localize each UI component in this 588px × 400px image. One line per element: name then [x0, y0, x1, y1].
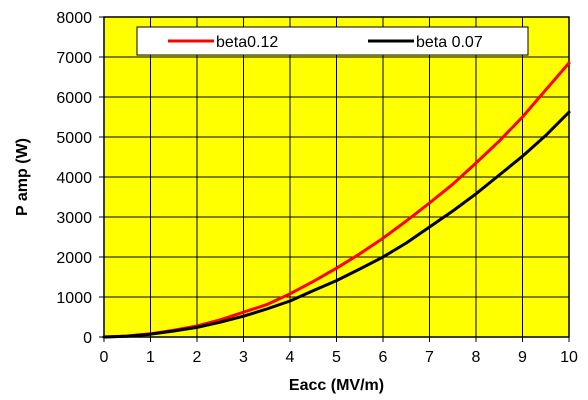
legend-label-1: beta0.12 — [216, 34, 278, 51]
series-layer — [102, 61, 571, 339]
x-tick-label: 2 — [193, 349, 202, 366]
x-tick-label: 5 — [332, 349, 341, 366]
y-tick-label: 6000 — [56, 90, 92, 107]
y-tick-label: 0 — [83, 330, 92, 347]
x-axis-ticks: 0 1 2 3 4 5 6 7 8 9 10 — [100, 337, 578, 366]
y-tick-label: 8000 — [56, 10, 92, 27]
x-tick-label: 10 — [560, 349, 578, 366]
x-tick-label: 0 — [100, 349, 109, 366]
x-tick-label: 4 — [286, 349, 295, 366]
y-tick-label: 5000 — [56, 130, 92, 147]
y-axis-title: P amp (W) — [14, 138, 31, 216]
legend: beta0.12 beta 0.07 — [136, 26, 529, 56]
legend-label-2: beta 0.07 — [416, 34, 483, 51]
y-tick-label: 4000 — [56, 170, 92, 187]
series-line-2 — [102, 110, 571, 339]
x-tick-label: 1 — [146, 349, 155, 366]
y-tick-label: 1000 — [56, 290, 92, 307]
y-tick-label: 7000 — [56, 50, 92, 67]
x-tick-label: 8 — [472, 349, 481, 366]
y-tick-label: 2000 — [56, 250, 92, 267]
y-tick-label: 3000 — [56, 210, 92, 227]
x-tick-label: 3 — [239, 349, 248, 366]
x-tick-label: 9 — [518, 349, 527, 366]
x-tick-label: 6 — [379, 349, 388, 366]
x-axis-title: Eacc (MV/m) — [289, 377, 384, 394]
x-tick-label: 7 — [425, 349, 434, 366]
y-axis-ticks: 0 1000 2000 3000 4000 5000 6000 7000 8000 — [56, 10, 104, 347]
